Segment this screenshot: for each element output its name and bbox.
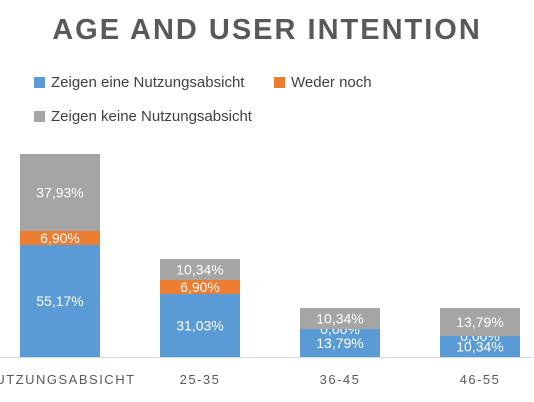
bar-segment-2-3 (440, 308, 520, 337)
legend-item-keine-nutzungsabsicht: Zeigen keine Nutzungsabsicht (34, 108, 252, 125)
data-label-0-1: 31,03% (176, 318, 223, 334)
legend-item-nutzungsabsicht: Zeigen eine Nutzungsabsicht (34, 74, 244, 91)
bar-segment-0-2 (300, 329, 380, 357)
data-label-0-3: 10,34% (456, 339, 503, 355)
legend-label: Zeigen eine Nutzungsabsicht (51, 74, 245, 91)
x-tick-label-0: NUTZUNGSABSICHT (0, 372, 136, 387)
x-tick-label-3: 46-55 (460, 372, 501, 387)
legend-item-weder-noch: Weder noch (274, 74, 372, 91)
bar-segment-1-0 (20, 230, 100, 246)
legend-swatch-orange (274, 77, 285, 88)
x-tick-label-1: 25-35 (180, 372, 221, 387)
bar-segment-2-1 (160, 259, 240, 281)
legend-swatch-blue (34, 77, 45, 88)
bar-segment-0-3 (440, 336, 520, 357)
data-label-0-0: 55,17% (36, 293, 83, 309)
data-label-2-1: 10,34% (176, 262, 223, 278)
data-label-1-0: 6,90% (40, 230, 80, 246)
data-label-0-2: 13,79% (316, 335, 363, 351)
legend-label: Weder noch (291, 74, 372, 91)
bar-segment-2-2 (300, 308, 380, 330)
legend-label: Zeigen keine Nutzungsabsicht (51, 108, 252, 125)
data-label-2-3: 13,79% (456, 314, 503, 330)
x-tick-label-2: 36-45 (320, 372, 361, 387)
legend-swatch-gray (34, 111, 45, 122)
data-label-2-2: 10,34% (316, 311, 363, 327)
chart-title: AGE AND USER INTENTION (52, 14, 482, 46)
data-label-1-1: 6,90% (180, 279, 220, 295)
bar-segment-0-0 (20, 245, 100, 357)
bar-segment-1-1 (160, 280, 240, 295)
bar-segment-0-1 (160, 294, 240, 357)
data-label-2-0: 37,93% (36, 184, 83, 200)
bar-segment-2-0 (20, 154, 100, 231)
